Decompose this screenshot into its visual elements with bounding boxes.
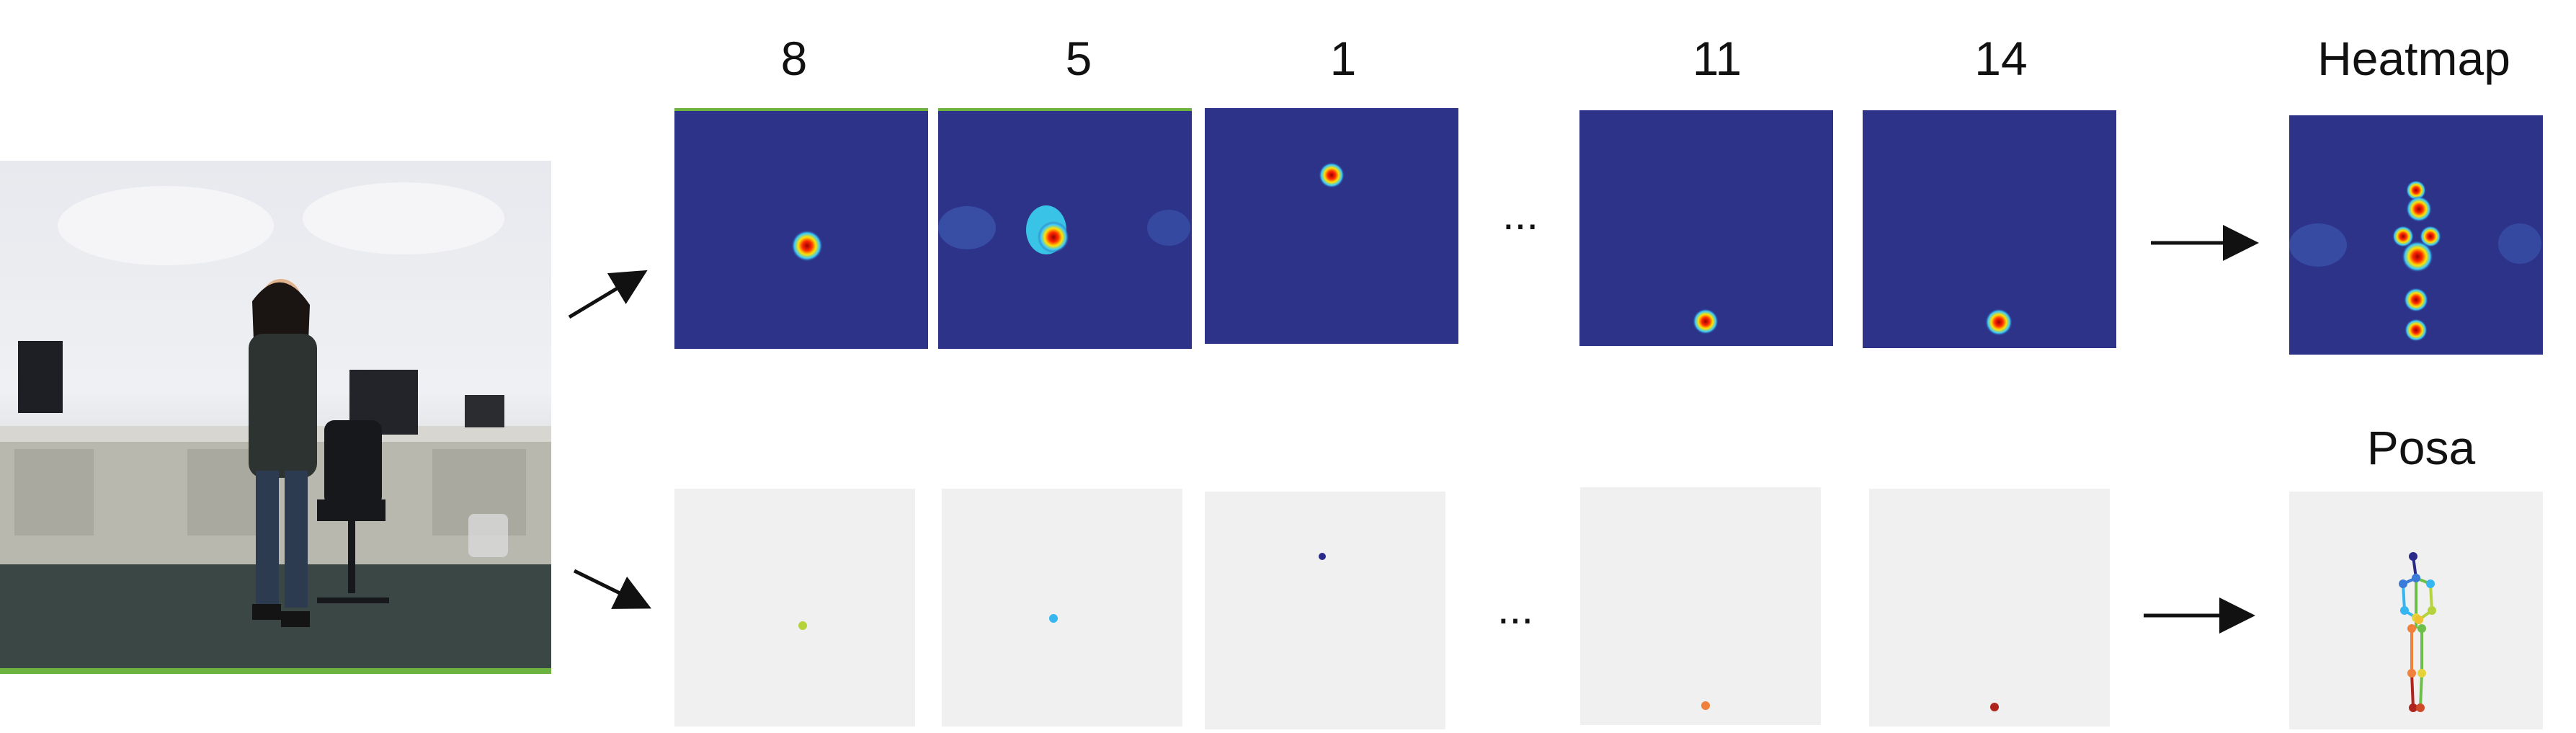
heatmap-panel-14: [1863, 110, 2116, 348]
heatmap-blob: [1693, 308, 1719, 334]
keypoint-dot: [1701, 701, 1710, 710]
heatmap-ellipsis: ...: [1502, 190, 1539, 239]
keypoint-dot: [1990, 703, 1999, 711]
heatmap-panel-8: [674, 108, 928, 349]
pose-panel-1: [1205, 492, 1445, 729]
keypoint-label-11: 11: [1692, 32, 1742, 85]
combined-heatmap-panel: [2289, 115, 2543, 355]
heatmap-blob: [1319, 162, 1345, 188]
pose-panel-11: [1580, 487, 1821, 725]
combined-heatmap-blobs: [2289, 180, 2541, 342]
keypoint-dot: [798, 621, 807, 630]
heatmap-blob: [791, 230, 823, 262]
input-photo: [0, 161, 551, 674]
pose-ellipsis: ...: [1497, 585, 1534, 633]
arrow-to-heatmaps-icon: [568, 270, 648, 319]
keypoint-label-14: 14: [1974, 32, 2028, 85]
heatmap-blob: [938, 205, 1190, 254]
arrow-to-poses-icon: [573, 569, 651, 609]
skeleton: [2399, 552, 2436, 712]
pose-title: Posa: [2366, 421, 2476, 474]
heatmap-title: Heatmap: [2317, 32, 2510, 85]
keypoint-label-8: 8: [780, 32, 808, 85]
pose-panel-14: [1869, 489, 2110, 727]
keypoint-dot: [1049, 614, 1058, 623]
keypoint-label-5: 5: [1065, 32, 1092, 85]
keypoint-dot: [1319, 553, 1326, 560]
heatmap-blob: [1985, 308, 2013, 336]
heatmap-panel-11: [1579, 110, 1833, 346]
combined-pose-panel: [2289, 492, 2543, 729]
pose-panel-5: [942, 489, 1182, 727]
office-scene-illustration: [0, 182, 551, 674]
pose-panel-8: [674, 489, 915, 727]
heatmap-panel-1: [1205, 108, 1458, 344]
keypoint-label-1: 1: [1329, 32, 1357, 85]
heatmap-panel-5: [938, 108, 1192, 349]
